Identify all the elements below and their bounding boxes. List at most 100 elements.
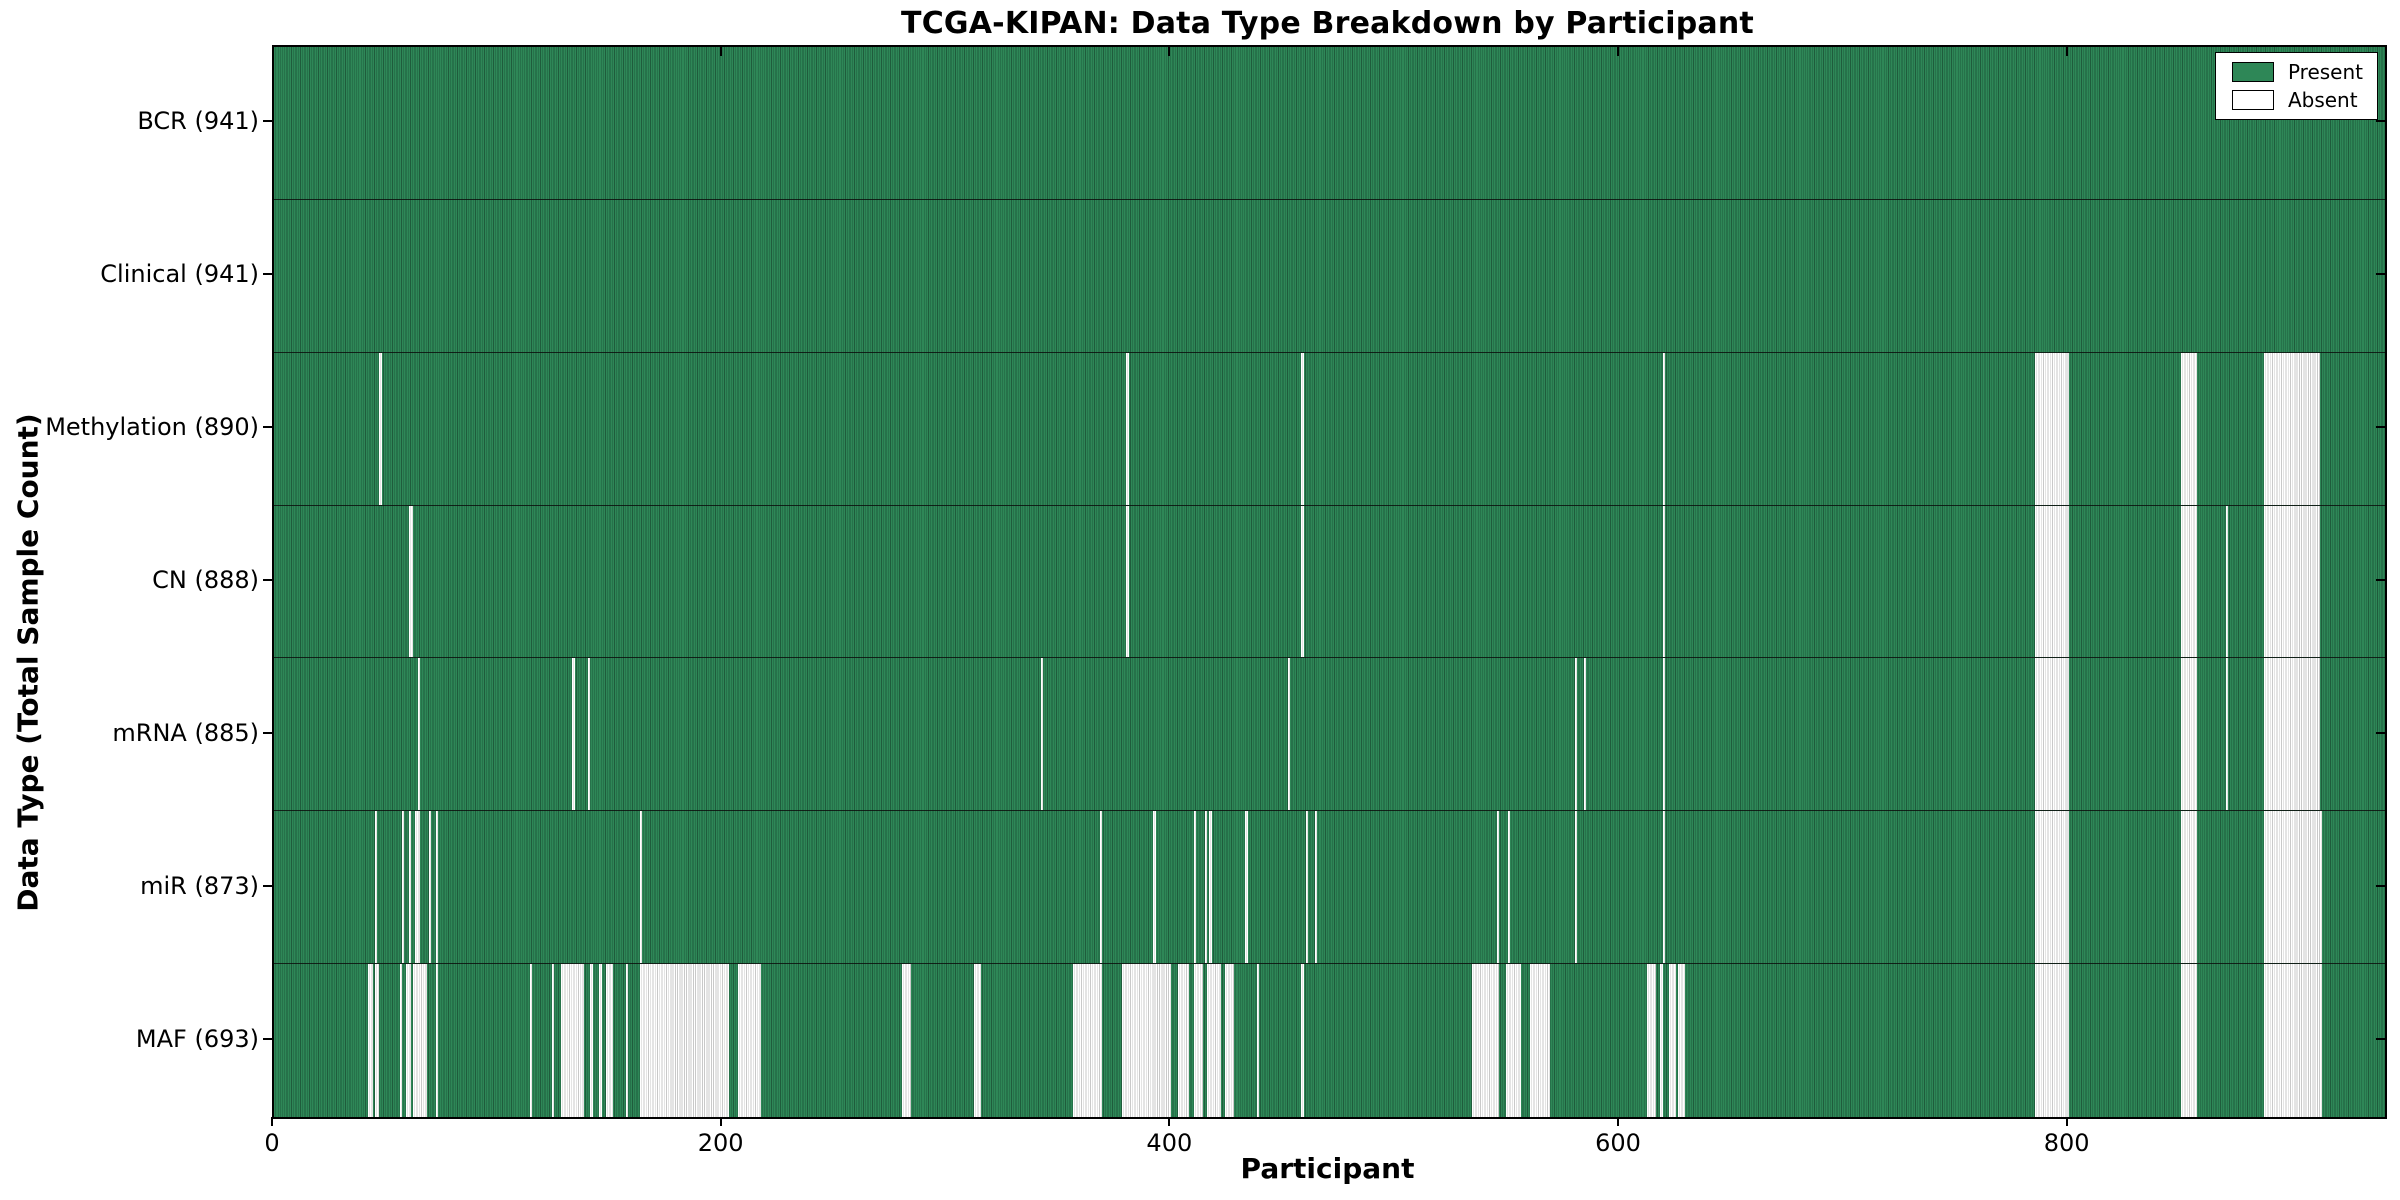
chart-title: TCGA-KIPAN: Data Type Breakdown by Parti… — [901, 6, 1754, 41]
absent-block — [368, 964, 373, 1117]
absent-block — [1178, 964, 1190, 1117]
x-tick-top — [2065, 47, 2068, 56]
row-mrna — [274, 658, 2385, 812]
absent-block — [1099, 811, 1102, 964]
absent-block — [2180, 505, 2197, 658]
absent-block — [2263, 964, 2323, 1117]
absent-block — [2263, 811, 2323, 964]
absent-block — [902, 964, 912, 1117]
row-bcr — [274, 47, 2385, 200]
x-tick — [1168, 1117, 1171, 1126]
absent-block — [408, 811, 411, 964]
x-tick-label: 600 — [1595, 1129, 1641, 1157]
y-tick-right — [2376, 579, 2385, 581]
absent-block — [1193, 964, 1203, 1117]
y-tick-label-bcr: BCR (941) — [137, 107, 259, 136]
absent-block — [435, 964, 438, 1117]
x-tick-label: 0 — [264, 1129, 280, 1157]
y-tick-label-clinical: Clinical (941) — [100, 260, 259, 289]
absent-block — [2263, 505, 2320, 658]
y-tick — [263, 273, 272, 276]
legend-entry-absent: Absent — [2231, 88, 2363, 112]
absent-block — [1256, 964, 1259, 1117]
absent-block — [1507, 811, 1511, 964]
row-methylation — [274, 352, 2385, 506]
y-tick-label-cn: CN (888) — [152, 566, 259, 594]
y-tick-label-mir: miR (873) — [140, 871, 259, 900]
absent-block — [1153, 811, 1156, 964]
x-tick-label: 400 — [1146, 1129, 1193, 1157]
y-tick — [263, 884, 272, 887]
absent-block — [529, 964, 532, 1117]
absent-block — [2035, 964, 2069, 1117]
absent-block — [2263, 658, 2320, 811]
absent-block — [2180, 658, 2197, 811]
absent-block — [1678, 964, 1686, 1117]
absent-block — [417, 658, 420, 811]
y-tick — [263, 1037, 272, 1040]
absent-block — [1530, 964, 1551, 1117]
absent-block — [2035, 811, 2069, 964]
absent-block — [1662, 811, 1665, 964]
legend-entry-present: Present — [2231, 62, 2363, 82]
absent-block — [1575, 658, 1578, 811]
absent-block — [588, 658, 591, 811]
row-cn — [274, 505, 2385, 659]
absent-block — [428, 811, 432, 964]
absent-block — [639, 811, 642, 964]
absent-block — [415, 811, 420, 964]
absent-block — [572, 658, 575, 811]
absent-block — [606, 964, 613, 1117]
absent-block — [406, 964, 411, 1117]
y-tick — [263, 731, 272, 734]
x-tick-top — [1168, 47, 1171, 56]
absent-block — [1646, 964, 1656, 1117]
legend: Present Absent — [2214, 52, 2378, 120]
row-mir — [274, 811, 2385, 965]
x-tick-label: 800 — [2043, 1129, 2090, 1157]
absent-block — [1669, 964, 1677, 1117]
x-tick — [271, 1117, 273, 1126]
absent-block — [738, 964, 761, 1117]
y-tick-right — [2376, 273, 2385, 276]
absent-block — [374, 811, 378, 964]
absent-block — [1662, 658, 1665, 811]
absent-block — [1575, 811, 1578, 964]
absent-block — [1301, 964, 1304, 1117]
absent-block — [435, 811, 438, 964]
absent-block — [1126, 505, 1129, 658]
absent-block — [1121, 964, 1172, 1117]
absent-block — [413, 964, 427, 1117]
absent-block — [1225, 964, 1235, 1117]
absent-block — [2180, 811, 2197, 964]
absent-block — [1496, 811, 1499, 964]
present-swatch — [2231, 62, 2274, 82]
absent-block — [1207, 964, 1221, 1117]
y-tick — [263, 579, 272, 581]
absent-block — [1471, 964, 1499, 1117]
legend-label-absent: Absent — [2287, 88, 2358, 112]
absent-block — [379, 352, 382, 505]
absent-block — [1305, 811, 1309, 964]
absent-block — [1204, 811, 1208, 964]
x-tick — [1617, 1117, 1619, 1126]
row-maf — [274, 964, 2385, 1117]
absent-block — [1072, 964, 1102, 1117]
absent-block — [2225, 658, 2228, 811]
absent-block — [1126, 352, 1129, 505]
absent-block — [2180, 964, 2197, 1117]
y-tick-right — [2376, 120, 2385, 123]
absent-block — [1301, 352, 1304, 505]
absent-block — [401, 811, 405, 964]
absent-block — [2180, 352, 2197, 505]
y-tick — [263, 120, 272, 123]
absent-block — [639, 964, 730, 1117]
y-tick-right — [2376, 426, 2385, 429]
absent-block — [1660, 964, 1663, 1117]
y-tick-right — [2376, 731, 2385, 734]
absent-block — [1662, 505, 1665, 658]
absent-block — [408, 505, 414, 658]
plot-area: Present Absent — [272, 45, 2387, 1119]
absent-block — [2035, 505, 2069, 658]
